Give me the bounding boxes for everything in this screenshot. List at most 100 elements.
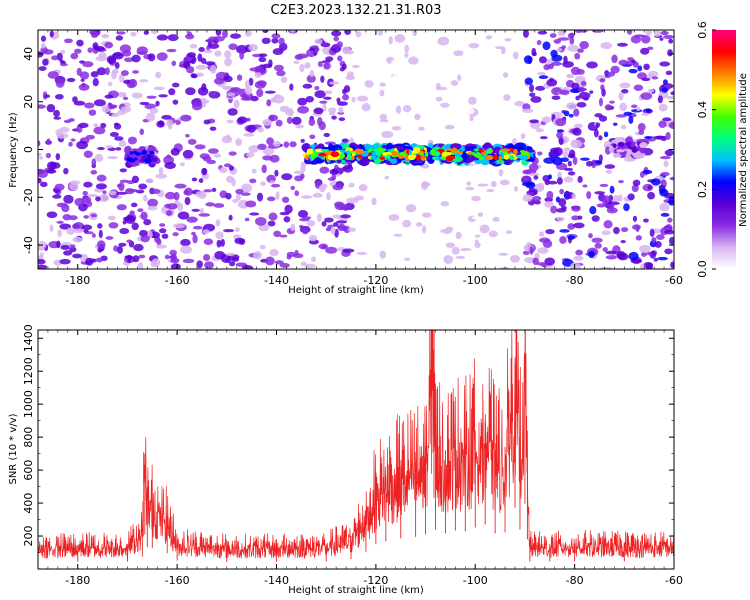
heatmap-cell: [561, 45, 567, 50]
heatmap-cell: [616, 42, 628, 47]
heatmap-cell: [279, 234, 288, 238]
heatmap-cell: [66, 227, 75, 235]
heatmap-cell: [244, 86, 253, 95]
heatmap-cell: [408, 56, 419, 65]
heatmap-cell: [262, 146, 275, 156]
heatmap-cell: [618, 194, 623, 202]
heatmap-cell: [46, 103, 56, 113]
heatmap-cell: [180, 114, 192, 122]
heatmap-cell: [314, 90, 326, 99]
heatmap-cell: [205, 202, 216, 207]
heatmap-cell: [524, 77, 533, 85]
heatmap-cell: [69, 244, 76, 248]
heatmap-signal-peak: [413, 146, 421, 154]
heatmap-cell: [140, 211, 148, 221]
heatmap-cell: [520, 133, 526, 140]
snr-x-tick-label: -60: [665, 574, 683, 587]
heatmap-cell: [107, 215, 116, 221]
heatmap-cell: [283, 216, 291, 223]
heatmap-cell: [455, 255, 467, 259]
heatmap-cell: [333, 36, 339, 42]
heatmap-cell: [640, 263, 645, 269]
heatmap-cell: [566, 102, 577, 110]
heatmap-cell: [185, 87, 196, 96]
heatmap-cell: [81, 224, 93, 231]
heatmap-cell: [60, 63, 68, 67]
heatmap-cell: [668, 197, 674, 206]
heatmap-signal-peak: [435, 156, 440, 161]
heatmap-cell: [140, 235, 150, 243]
heatmap-cell: [454, 31, 460, 39]
heatmap-signal-peak: [384, 155, 388, 160]
heatmap-cell: [83, 215, 89, 219]
heatmap-signal-peak: [508, 147, 514, 152]
heatmap-cell: [224, 57, 232, 67]
heatmap-cell: [38, 247, 45, 251]
heatmap-cell: [256, 80, 267, 87]
heatmap-cell: [332, 184, 344, 191]
heatmap-cell: [209, 126, 217, 131]
heatmap-cell: [290, 30, 296, 33]
heatmap-cell: [191, 73, 198, 79]
heatmap-signal-peak: [391, 150, 398, 157]
heatmap-cell: [665, 70, 673, 76]
heatmap-y-ticks: -40 -20 0 20 40: [22, 47, 674, 254]
heatmap-cell: [421, 97, 432, 101]
heatmap-cell: [131, 222, 139, 231]
heatmap-cell: [57, 229, 62, 238]
heatmap-cell: [538, 56, 547, 64]
heatmap-cell: [309, 134, 316, 140]
heatmap-cell: [599, 183, 609, 188]
heatmap-cell: [611, 54, 618, 64]
heatmap-cell: [670, 261, 674, 269]
heatmap-cell: [62, 214, 72, 221]
heatmap-cell: [116, 204, 127, 211]
snr-x-tick-label: -100: [463, 574, 488, 587]
heatmap-cell: [256, 88, 264, 98]
heatmap-signal-cell: [358, 158, 370, 167]
heatmap-cell: [240, 192, 251, 196]
heatmap-signal-peak: [318, 152, 327, 157]
heatmap-cell: [405, 204, 417, 213]
heatmap-signal-peak: [408, 149, 412, 156]
heatmap-cell: [658, 103, 668, 112]
heatmap-cell: [127, 188, 139, 193]
heatmap-cell: [286, 116, 293, 124]
heatmap-cell: [191, 177, 198, 182]
heatmap-cell: [84, 102, 95, 109]
heatmap-cell: [618, 179, 624, 184]
heatmap-cell: [610, 65, 620, 74]
heatmap-cell: [515, 162, 524, 166]
heatmap-cell: [265, 256, 275, 266]
heatmap-signal-cell: [465, 146, 477, 150]
heatmap-cell: [435, 82, 441, 91]
heatmap-cell: [155, 244, 168, 249]
heatmap-cell: [336, 220, 348, 224]
heatmap-cell: [638, 129, 645, 136]
heatmap-cell: [551, 54, 563, 62]
heatmap-cell: [371, 197, 377, 206]
heatmap-cell: [203, 119, 211, 125]
heatmap-cell: [649, 250, 657, 259]
heatmap-cell: [156, 52, 168, 61]
heatmap-cell: [230, 33, 242, 39]
heatmap-cell: [588, 233, 593, 239]
heatmap-cell: [280, 76, 288, 84]
heatmap-cell: [659, 37, 664, 41]
heatmap-cell: [669, 176, 674, 181]
heatmap-cell: [559, 188, 564, 195]
heatmap-cell: [69, 246, 77, 253]
heatmap-cell: [326, 192, 331, 201]
heatmap-cell: [415, 222, 423, 227]
heatmap-cell: [586, 61, 598, 69]
heatmap-cell: [541, 262, 548, 268]
heatmap-cell: [602, 197, 608, 205]
heatmap-cell: [60, 244, 70, 250]
heatmap-cell: [404, 257, 411, 261]
heatmap-cell: [232, 198, 239, 203]
heatmap-cell: [198, 213, 210, 217]
heatmap-cell: [544, 257, 556, 266]
heatmap-signal-peak: [473, 148, 480, 152]
heatmap-cell: [384, 48, 395, 53]
heatmap-cell: [329, 81, 340, 85]
